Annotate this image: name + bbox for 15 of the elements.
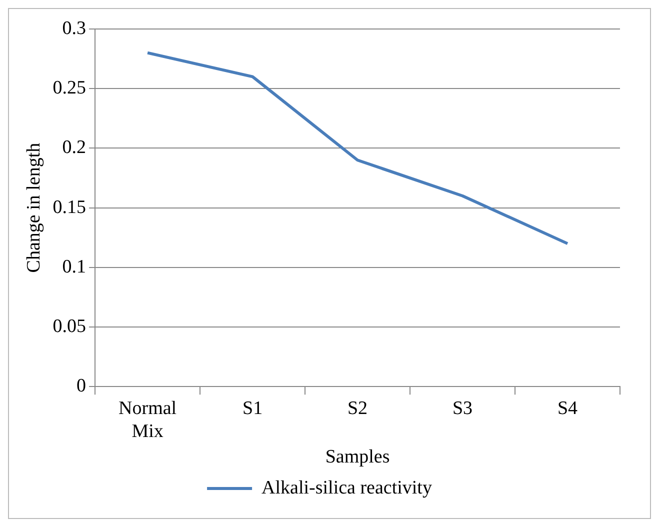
x-tick-label: S2 <box>347 398 368 419</box>
legend-label: Alkali-silica reactivity <box>262 477 432 498</box>
y-tick-label: 0 <box>76 376 86 397</box>
y-tick-label: 0.15 <box>52 196 86 218</box>
y-tick-label: 0.1 <box>62 256 86 278</box>
x-tick-label: Normal Mix <box>118 398 177 442</box>
x-axis-title: Samples <box>325 446 390 468</box>
y-tick-label: 0.05 <box>52 316 86 337</box>
x-tick-label: S4 <box>557 398 578 419</box>
x-tick-label: S1 <box>242 398 263 419</box>
y-tick-label: 0.2 <box>62 137 86 158</box>
y-tick-label: 0.3 <box>62 18 86 39</box>
x-tick-label: S3 <box>452 398 473 419</box>
y-axis-title: Change in length <box>23 142 44 273</box>
y-tick-label: 0.25 <box>52 78 86 99</box>
